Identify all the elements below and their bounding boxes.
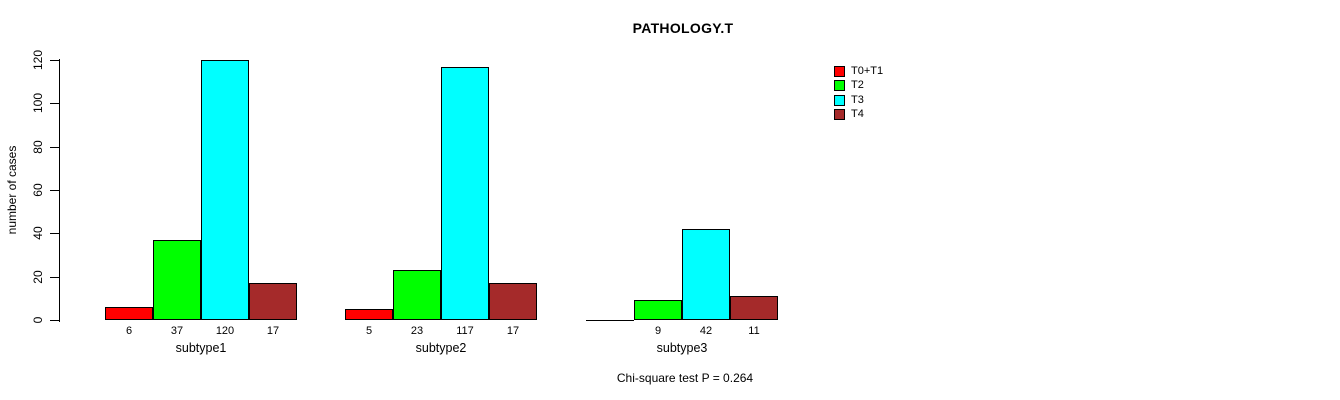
- bar-value-label: 120: [215, 325, 235, 337]
- legend-label: T0+T1: [851, 64, 884, 77]
- bar-T4-subtype1: [249, 283, 297, 320]
- bar-value-label: 37: [170, 325, 184, 337]
- chi-square-note: Chi-square test P = 0.264: [616, 371, 754, 385]
- category-label: subtype3: [656, 341, 708, 355]
- legend-swatch-icon: [834, 80, 845, 91]
- category-label: subtype2: [415, 341, 467, 355]
- bar-value-label: 42: [699, 325, 713, 337]
- bar-T2-subtype1: [153, 240, 201, 320]
- y-tick-label: 80: [31, 140, 45, 154]
- y-tick-label: 40: [31, 226, 45, 240]
- legend-label: T2: [851, 79, 864, 91]
- legend-item: T2: [834, 79, 883, 91]
- bar-T2-subtype2: [393, 270, 441, 320]
- y-tick-mark: [50, 60, 59, 61]
- legend-swatch-icon: [834, 65, 845, 77]
- y-axis-label: number of cases: [5, 145, 19, 235]
- bar-value-label: 117: [456, 325, 474, 337]
- y-tick-label: 20: [31, 270, 45, 284]
- bar-T3-subtype3: [682, 229, 730, 320]
- bar-value-label: 11: [748, 325, 760, 337]
- bar-T0+T1-subtype1: [105, 307, 153, 320]
- bar-T0+T1-subtype3: [586, 320, 634, 321]
- y-tick-label: 0: [31, 316, 45, 324]
- legend-swatch-icon: [834, 109, 845, 120]
- legend-item: T3: [834, 93, 883, 106]
- y-tick-mark: [50, 277, 59, 278]
- bar-T0+T1-subtype2: [345, 309, 393, 320]
- legend: T0+T1 T2 T3 T4: [834, 64, 884, 120]
- y-tick-mark: [50, 320, 59, 321]
- chart-title: PATHOLOGY.T: [632, 20, 734, 36]
- y-tick-label: 60: [31, 183, 45, 197]
- y-tick-mark: [50, 190, 59, 191]
- bar-T4-subtype3: [730, 296, 778, 320]
- y-tick-mark: [50, 103, 59, 104]
- y-tick-mark: [50, 233, 59, 234]
- bar-value-label: 17: [266, 325, 280, 337]
- legend-item: T4: [834, 108, 883, 120]
- bar-value-label: 6: [125, 325, 133, 337]
- legend-label: T3: [851, 93, 864, 106]
- category-label: subtype1: [175, 341, 227, 355]
- y-tick-label: 120: [31, 49, 45, 71]
- bar-value-label: 23: [410, 325, 424, 337]
- bar-T4-subtype2: [489, 283, 537, 320]
- y-axis-line: [59, 59, 60, 322]
- legend-label: T4: [851, 108, 864, 120]
- legend-swatch-icon: [834, 94, 845, 106]
- bar-value-label: 5: [365, 325, 373, 337]
- bar-T2-subtype3: [634, 300, 682, 320]
- legend-item: T0+T1: [834, 64, 884, 77]
- bar-value-label: 9: [654, 325, 662, 337]
- bar-value-label: 17: [506, 325, 520, 337]
- bar-T3-subtype2: [441, 67, 489, 320]
- y-tick-mark: [50, 147, 59, 148]
- y-tick-label: 100: [31, 92, 45, 114]
- bar-T3-subtype1: [201, 60, 249, 320]
